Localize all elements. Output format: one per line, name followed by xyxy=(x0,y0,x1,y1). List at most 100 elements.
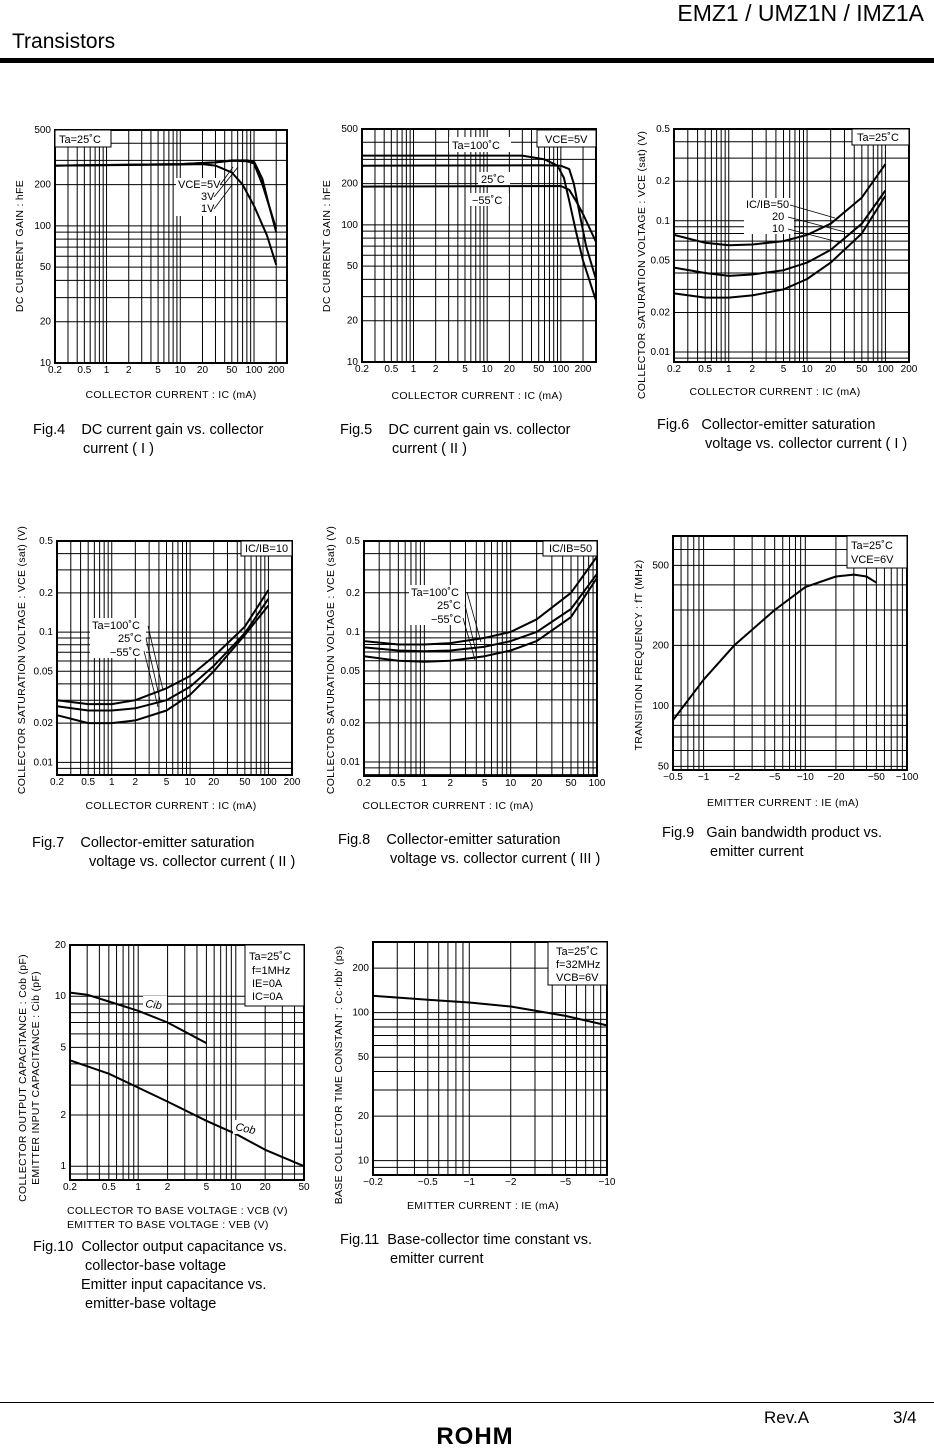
x-tick-label: −20 xyxy=(827,772,844,783)
caption-line: current ( I ) xyxy=(83,441,154,457)
y-tick-label: 10 xyxy=(358,1156,370,1167)
y-tick-label: 200 xyxy=(652,640,669,651)
y-tick-label: 0.02 xyxy=(341,718,361,729)
y-tick-label: 0.1 xyxy=(346,627,360,638)
series-label: IC/IB=50 xyxy=(746,199,789,211)
x-tick-label: 0.2 xyxy=(50,777,64,788)
y-tick-label: 20 xyxy=(358,1111,370,1122)
x-tick-label: 0.2 xyxy=(357,778,371,789)
x-tick-label: 0.5 xyxy=(81,777,95,788)
series-line-10 xyxy=(673,195,887,299)
x-tick-label: −100 xyxy=(896,772,919,783)
y-tick-label: 0.02 xyxy=(651,308,671,319)
x-tick-label: 5 xyxy=(482,778,488,789)
figure-number: Fig.11 xyxy=(340,1232,380,1248)
header-divider xyxy=(0,58,934,63)
x-tick-label: 50 xyxy=(856,364,868,375)
series-label: 1V xyxy=(201,203,215,215)
series-label: 10 xyxy=(772,223,784,235)
y-tick-label: 1 xyxy=(60,1161,66,1172)
label-backdrop xyxy=(176,178,220,216)
conditions-box xyxy=(542,540,598,557)
leader-lines xyxy=(787,204,846,244)
x-tick-label: 50 xyxy=(533,364,545,375)
x-tick-label: 0.2 xyxy=(63,1182,77,1193)
series-line-cob xyxy=(69,1059,305,1168)
caption-line: Gain bandwidth product vs. xyxy=(706,825,883,841)
caption-line: DC current gain vs. collector xyxy=(388,422,571,438)
y-axis-title: TRANSITION FREQUENCY : fT (MHz) xyxy=(633,560,645,751)
figure-number: Fig.7 xyxy=(32,835,65,851)
figure-number: Fig.9 xyxy=(662,825,695,841)
y-axis-title: DC CURRENT GAIN : hFE xyxy=(321,180,333,312)
plot-frame xyxy=(361,128,597,363)
x-tick-label: 50 xyxy=(239,777,251,788)
x-tick-label: 1 xyxy=(104,365,110,376)
y-tick-label: 50 xyxy=(40,262,52,273)
series-label: −55˚C xyxy=(431,614,461,626)
x-tick-label: 200 xyxy=(268,365,285,376)
x-tick-label: 50 xyxy=(565,778,577,789)
y-tick-label: 0.2 xyxy=(656,176,670,187)
x-tick-label: 5 xyxy=(781,364,787,375)
x-tick-label: −0.5 xyxy=(663,772,683,783)
label-backdrop xyxy=(409,585,465,625)
x-axis-title: COLLECTOR CURRENT : IC (mA) xyxy=(85,389,256,401)
figure-caption: Fig.7 Collector-emitter saturation volta… xyxy=(32,834,295,872)
plot-frame xyxy=(54,129,288,364)
x-tick-label: 100 xyxy=(877,364,894,375)
caption-line: voltage vs. collector current ( II ) xyxy=(89,854,296,870)
x-tick-label: 1 xyxy=(411,364,417,375)
y-axis-title: COLLECTOR SATURATION VOLTAGE : VCE (sat)… xyxy=(636,131,648,399)
series-label: Cib xyxy=(145,998,163,1012)
series-line-25-c xyxy=(361,164,597,280)
x-tick-label: 20 xyxy=(504,364,516,375)
y-tick-label: 200 xyxy=(341,179,358,190)
label-backdrop xyxy=(233,1120,257,1134)
x-tick-label: 0.5 xyxy=(384,364,398,375)
figure-caption: Fig.9 Gain bandwidth product vs. emitter… xyxy=(662,824,882,862)
y-tick-label: 10 xyxy=(347,357,359,368)
figure-number: Fig.6 xyxy=(657,417,690,433)
x-tick-label: −1 xyxy=(464,1177,476,1188)
x-tick-label: 2 xyxy=(433,364,439,375)
caption-line: emitter current xyxy=(390,1251,484,1267)
label-backdrop xyxy=(90,618,146,658)
x-tick-label: 0.2 xyxy=(355,364,369,375)
x-tick-label: 2 xyxy=(126,365,132,376)
condition-text: Ta=25˚C xyxy=(59,134,101,146)
figure-caption: Fig.6 Collector-emitter saturation volta… xyxy=(657,416,907,454)
y-axis-title: COLLECTOR SATURATION VOLTAGE : VCE (sat)… xyxy=(325,526,337,794)
footer-divider xyxy=(0,1402,934,1403)
x-tick-label: 2 xyxy=(165,1182,171,1193)
series-line-25-c xyxy=(56,598,270,712)
condition-text: VCB=6V xyxy=(556,972,599,984)
series-label: Ta=100˚C xyxy=(411,587,459,599)
conditions-box xyxy=(851,128,910,146)
plot-frame xyxy=(363,540,598,777)
condition-text: f=32MHz xyxy=(556,959,600,971)
y-tick-label: 100 xyxy=(652,701,669,712)
y-tick-label: 100 xyxy=(34,221,51,232)
conditions-box xyxy=(54,129,112,148)
plot-frame xyxy=(372,941,608,1176)
y-tick-label: 500 xyxy=(34,125,51,136)
series-line--55-c xyxy=(361,185,597,243)
x-axis-title: COLLECTOR TO BASE VOLTAGE : VCB (V) xyxy=(67,1205,288,1217)
label-backdrop xyxy=(744,198,794,234)
figure-caption: Fig.5 DC current gain vs. collector curr… xyxy=(340,421,571,459)
series-label: Cob xyxy=(234,1121,256,1137)
y-tick-label: 0.2 xyxy=(346,588,360,599)
caption-line: Collector output capacitance vs. xyxy=(81,1239,287,1255)
caption-line: Collector-emitter saturation xyxy=(80,835,255,851)
series-label: Ta=100˚C xyxy=(452,140,500,152)
x-tick-label: 200 xyxy=(901,364,918,375)
x-tick-label: 0.5 xyxy=(698,364,712,375)
x-tick-label: −10 xyxy=(599,1177,616,1188)
series-line-ta-100-c xyxy=(363,555,598,646)
y-tick-label: 0.1 xyxy=(656,216,670,227)
condition-text: IC=0A xyxy=(252,991,284,1003)
series-line-ta-100-c xyxy=(362,154,597,302)
x-tick-label: 20 xyxy=(825,364,837,375)
x-tick-label: 100 xyxy=(589,778,606,789)
